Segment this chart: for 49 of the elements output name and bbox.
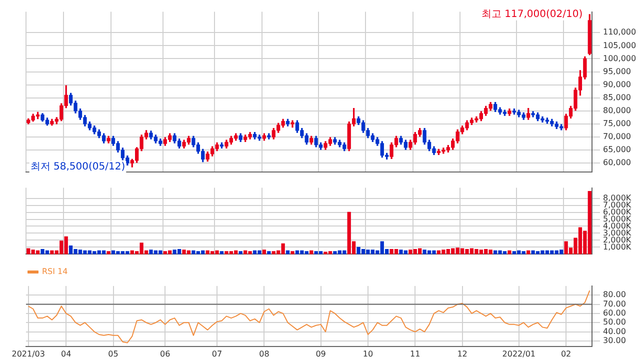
bar — [238, 251, 242, 254]
candlestick — [290, 120, 294, 128]
y-tick-label: 105,000 — [603, 40, 636, 50]
y-tick-label: 80,000 — [603, 106, 631, 115]
x-tick-label: 08 — [259, 349, 270, 358]
bar — [262, 250, 266, 254]
y-tick-label: 4,000K — [603, 221, 632, 230]
y-tick-label: 110,000 — [603, 28, 636, 37]
y-tick-label: 60.00 — [603, 308, 626, 318]
annotation: 최저 58,500(05/12) — [30, 162, 126, 173]
x-tick-label: 2022/01 — [502, 349, 536, 358]
x-tick-label: 09 — [316, 349, 326, 358]
annotation: 최고 117,000(02/10) — [481, 9, 583, 20]
bar — [267, 251, 271, 254]
x-tick-label: 2021/03 — [12, 349, 45, 358]
x-tick-label: 04 — [61, 349, 72, 358]
y-tick-label: 100,000 — [603, 54, 636, 63]
y-tick-label: 1,000K — [603, 242, 632, 252]
y-tick-label: 3,000K — [603, 228, 632, 238]
legend-label: RSI 14 — [42, 267, 68, 276]
y-tick-label: 7,000K — [603, 200, 632, 210]
x-tick-label: 06 — [160, 349, 170, 358]
bar — [106, 251, 110, 254]
x-tick-label: 05 — [108, 349, 118, 358]
y-tick-label: 75,000 — [603, 119, 631, 128]
y-tick-label: 5,000K — [603, 214, 632, 224]
y-tick-label: 90,000 — [603, 80, 631, 89]
y-tick-label: 65,000 — [603, 145, 631, 154]
y-tick-label: 30.00 — [603, 336, 626, 345]
y-tick-label: 70,000 — [603, 132, 631, 142]
x-tick-label: 12 — [457, 349, 468, 358]
bar — [290, 251, 294, 254]
y-tick-label: 50.00 — [603, 318, 626, 327]
y-tick-label: 6,000K — [603, 207, 632, 216]
y-tick-label: 70.00 — [603, 299, 626, 308]
x-tick-label: 07 — [212, 349, 222, 358]
bar — [508, 250, 512, 254]
y-tick-label: 80.00 — [603, 290, 626, 300]
x-tick-label: 10 — [362, 349, 374, 358]
y-tick-label: 8,000K — [603, 193, 632, 202]
bar — [512, 251, 516, 254]
bar — [220, 251, 224, 254]
y-tick-label: 60,000 — [603, 158, 631, 168]
y-tick-label: 85,000 — [603, 92, 631, 102]
y-tick-label: 95,000 — [603, 66, 631, 76]
y-tick-label: 2,000K — [603, 235, 632, 244]
y-tick-label: 40.00 — [603, 326, 626, 336]
x-tick-label: 02 — [560, 349, 572, 358]
x-tick-label: 11 — [410, 349, 420, 358]
